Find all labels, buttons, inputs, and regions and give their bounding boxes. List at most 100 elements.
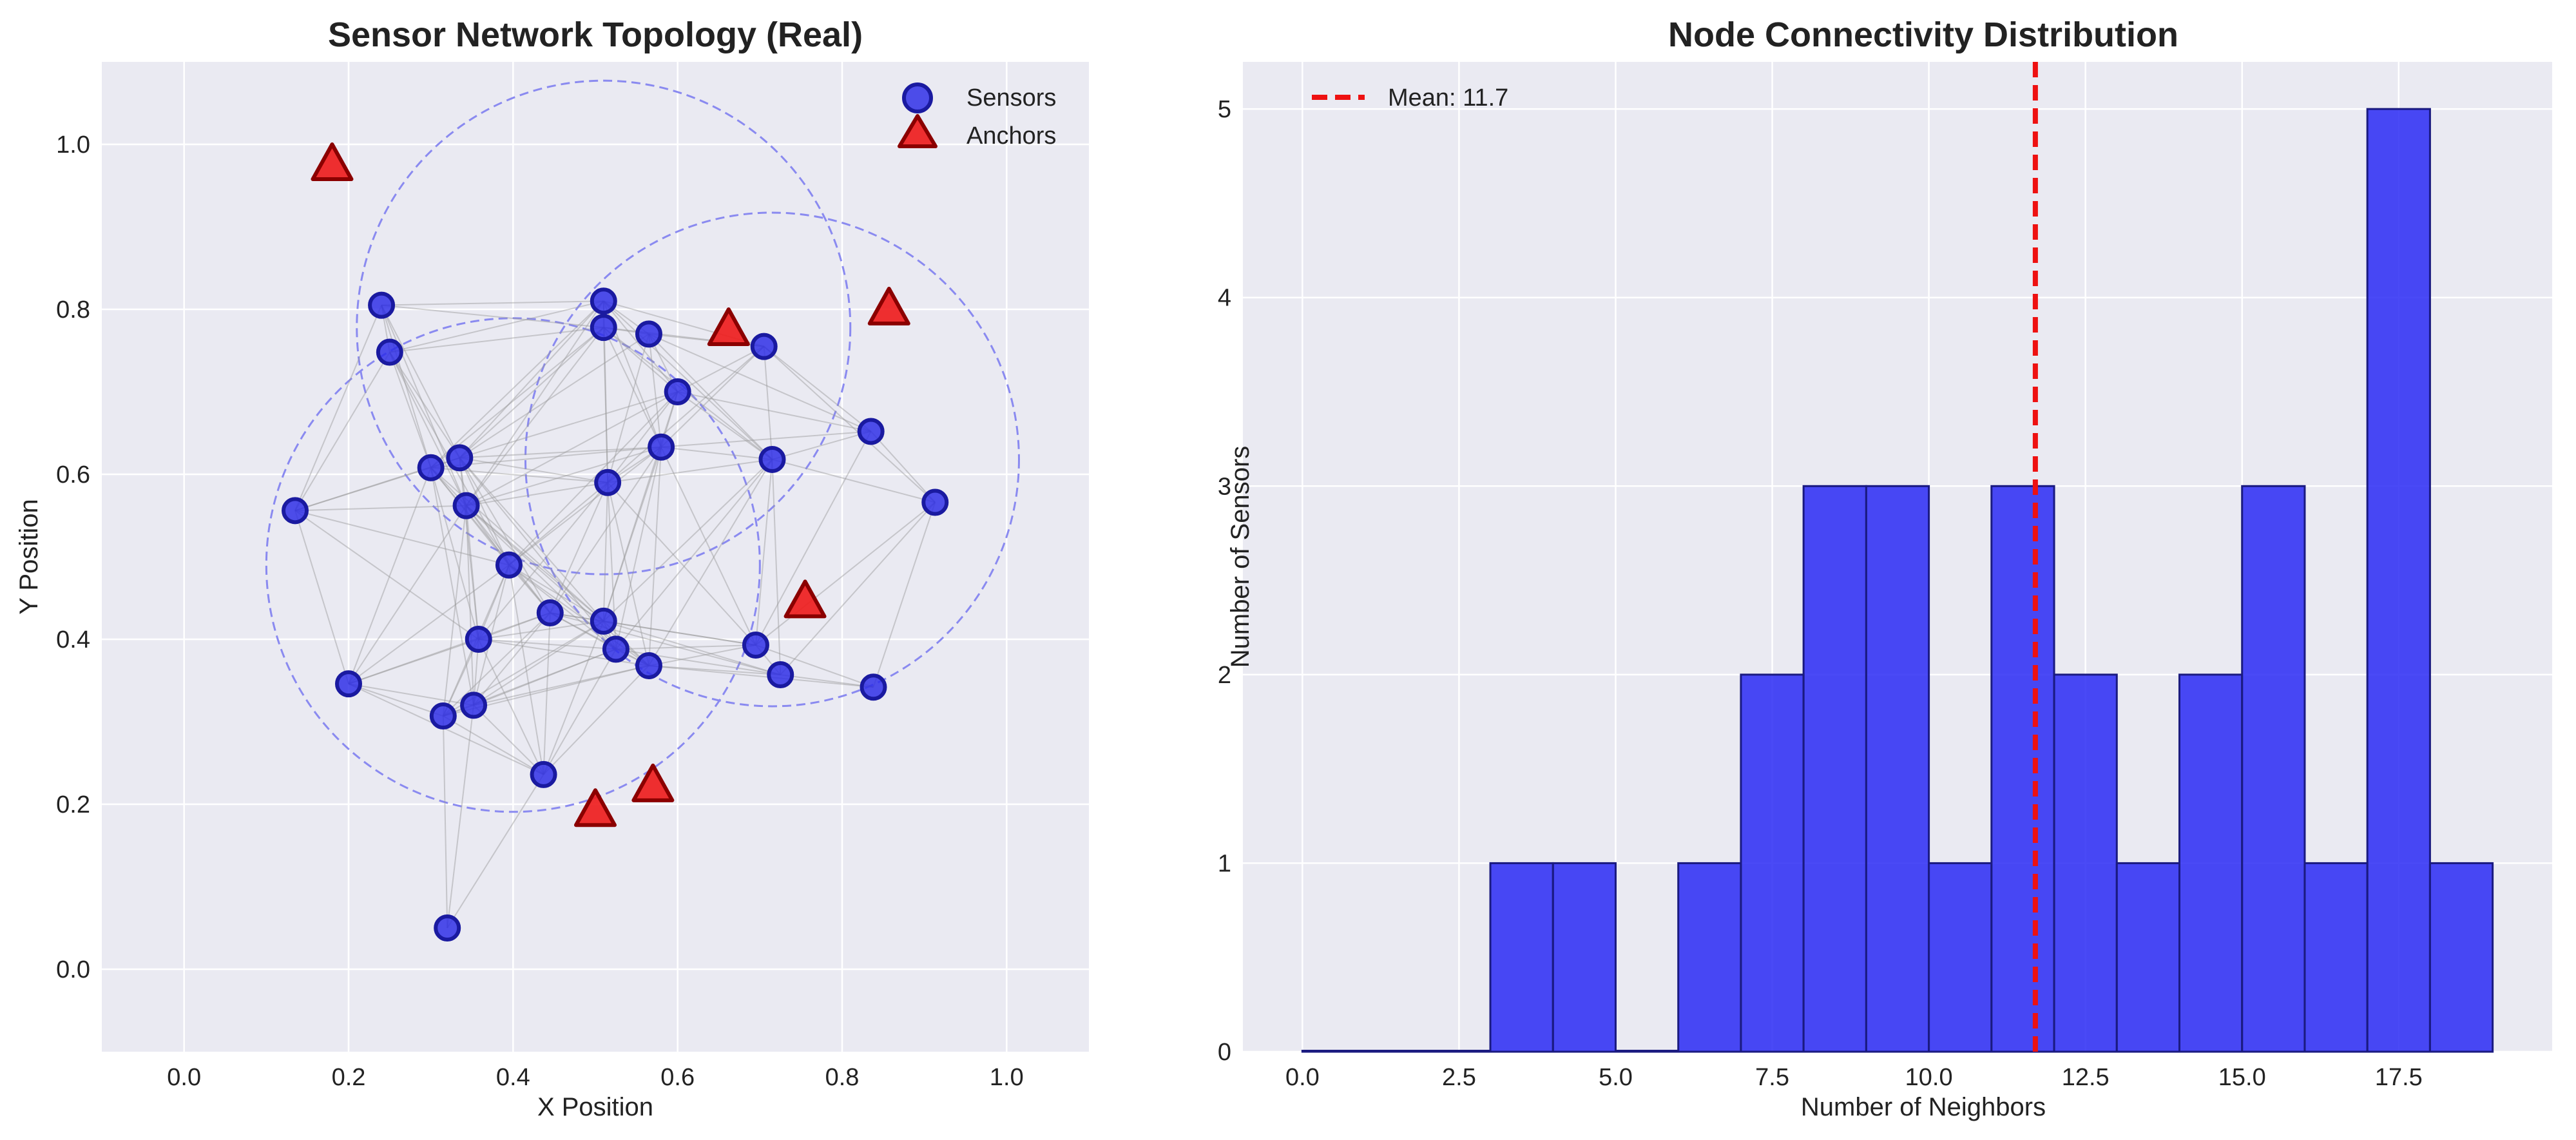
network-edge	[447, 774, 544, 929]
histogram-y-tick-label: 1	[1218, 850, 1231, 877]
network-edge	[381, 305, 461, 458]
network-edge	[430, 467, 551, 613]
network-edge	[677, 345, 765, 392]
network-edge	[755, 430, 872, 646]
range-circles	[265, 79, 1020, 813]
network-edge	[543, 648, 617, 775]
histogram-y-tick-label: 2	[1218, 662, 1231, 689]
network-edge	[389, 300, 604, 353]
network-edge	[459, 457, 604, 622]
anchor-point	[574, 788, 617, 827]
network-edge	[603, 459, 773, 622]
network-edge	[603, 327, 678, 392]
network-edge	[603, 620, 756, 646]
network-edge	[543, 612, 551, 775]
network-edge	[478, 620, 604, 640]
network-y-label: Y Position	[15, 499, 43, 614]
network-edge	[477, 639, 544, 775]
communication-range-circle	[524, 211, 1020, 708]
network-edge	[465, 505, 475, 706]
network-edge	[607, 482, 649, 666]
network-edge	[389, 352, 467, 507]
network-edge	[764, 345, 936, 503]
communication-range-circle	[356, 79, 852, 575]
network-edge	[550, 612, 756, 646]
network-edge	[602, 482, 609, 621]
histogram-bar	[1552, 862, 1617, 1053]
sensor-point	[635, 320, 662, 348]
histogram-y-tick-label: 3	[1218, 473, 1231, 500]
network-edge	[549, 482, 609, 613]
network-edge	[294, 467, 431, 512]
network-x-tick-label: 0.2	[332, 1064, 366, 1091]
network-edge	[442, 505, 467, 717]
histogram-y-ticks: 0 1 2 3 4 5	[1218, 96, 1231, 1066]
sensor-point	[767, 661, 794, 689]
network-edge	[772, 430, 871, 460]
network-edge	[473, 648, 617, 706]
sensor-point	[530, 760, 557, 788]
histogram-bar	[1677, 862, 1742, 1053]
network-edge	[466, 481, 608, 507]
network-edge	[294, 352, 390, 511]
network-x-tick-label: 0.4	[496, 1064, 530, 1091]
sensor-point	[495, 551, 523, 579]
network-edge	[478, 639, 616, 650]
network-edge	[603, 620, 781, 675]
network-edge	[602, 447, 662, 622]
histogram-bar	[2303, 862, 2369, 1053]
histogram-bar	[1990, 485, 2055, 1053]
network-edge	[443, 612, 551, 717]
network-edge	[602, 327, 662, 448]
network-edge	[602, 300, 678, 392]
network-x-tick-label: 1.0	[990, 1064, 1024, 1091]
sensor-markers	[282, 287, 949, 942]
histogram-x-tick-label: 15.0	[2218, 1064, 2266, 1091]
network-edge	[348, 683, 444, 717]
histogram-y-tick-label: 0	[1218, 1039, 1231, 1066]
network-edge	[602, 327, 609, 483]
sensor-point	[590, 607, 617, 635]
histogram-bars	[1301, 108, 2494, 1053]
network-x-ticks: 0.0 0.2 0.4 0.6 0.8 1.0	[167, 1064, 1023, 1091]
network-edge	[615, 459, 773, 650]
sensor-point	[429, 702, 457, 730]
histogram-bar	[1865, 485, 1930, 1053]
network-edge	[459, 300, 604, 459]
network-edge	[381, 305, 432, 469]
sensor-point	[452, 492, 480, 519]
network-edge	[459, 333, 649, 459]
histogram-bar	[2115, 862, 2181, 1053]
network-edge	[348, 639, 479, 685]
network-edge	[508, 564, 604, 622]
network-edge	[459, 457, 510, 566]
network-edge	[607, 334, 649, 483]
network-x-tick-label: 0.8	[825, 1064, 860, 1091]
network-x-label: X Position	[537, 1093, 653, 1121]
sensor-point	[857, 418, 885, 445]
histogram-bar	[1928, 862, 1993, 1053]
histogram-bar	[1301, 1050, 1367, 1053]
network-edge	[459, 458, 479, 640]
network-edge	[348, 467, 432, 684]
sensor-point	[635, 652, 662, 679]
sensor-point	[282, 497, 309, 525]
network-edge	[348, 505, 467, 684]
network-edge	[294, 510, 479, 640]
network-edge	[607, 391, 678, 483]
histogram-y-tick-label: 4	[1218, 285, 1231, 312]
network-edge	[459, 457, 617, 650]
histogram-x-tick-label: 5.0	[1599, 1064, 1633, 1091]
network-edge	[473, 621, 604, 706]
sensor-point	[590, 287, 617, 315]
network-edge	[459, 391, 678, 459]
network-edge	[465, 327, 604, 507]
network-edge	[615, 447, 662, 650]
network-edge	[648, 664, 781, 676]
histogram-y-tick-label: 5	[1218, 96, 1231, 123]
network-edge	[772, 458, 936, 503]
histogram-x-tick-label: 0.0	[1285, 1064, 1320, 1091]
network-edge	[348, 564, 510, 684]
network-edge	[661, 430, 871, 448]
anchor-point	[867, 287, 910, 325]
